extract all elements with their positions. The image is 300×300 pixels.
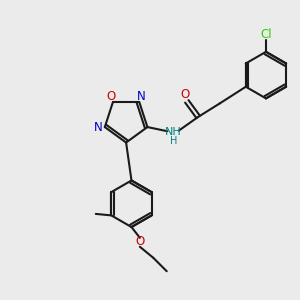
Text: N: N	[94, 121, 103, 134]
Text: NH: NH	[164, 128, 181, 137]
Text: O: O	[106, 90, 115, 103]
Text: H: H	[170, 136, 177, 146]
Text: O: O	[181, 88, 190, 101]
Text: O: O	[135, 235, 145, 248]
Text: Cl: Cl	[260, 28, 272, 41]
Text: N: N	[137, 90, 146, 103]
